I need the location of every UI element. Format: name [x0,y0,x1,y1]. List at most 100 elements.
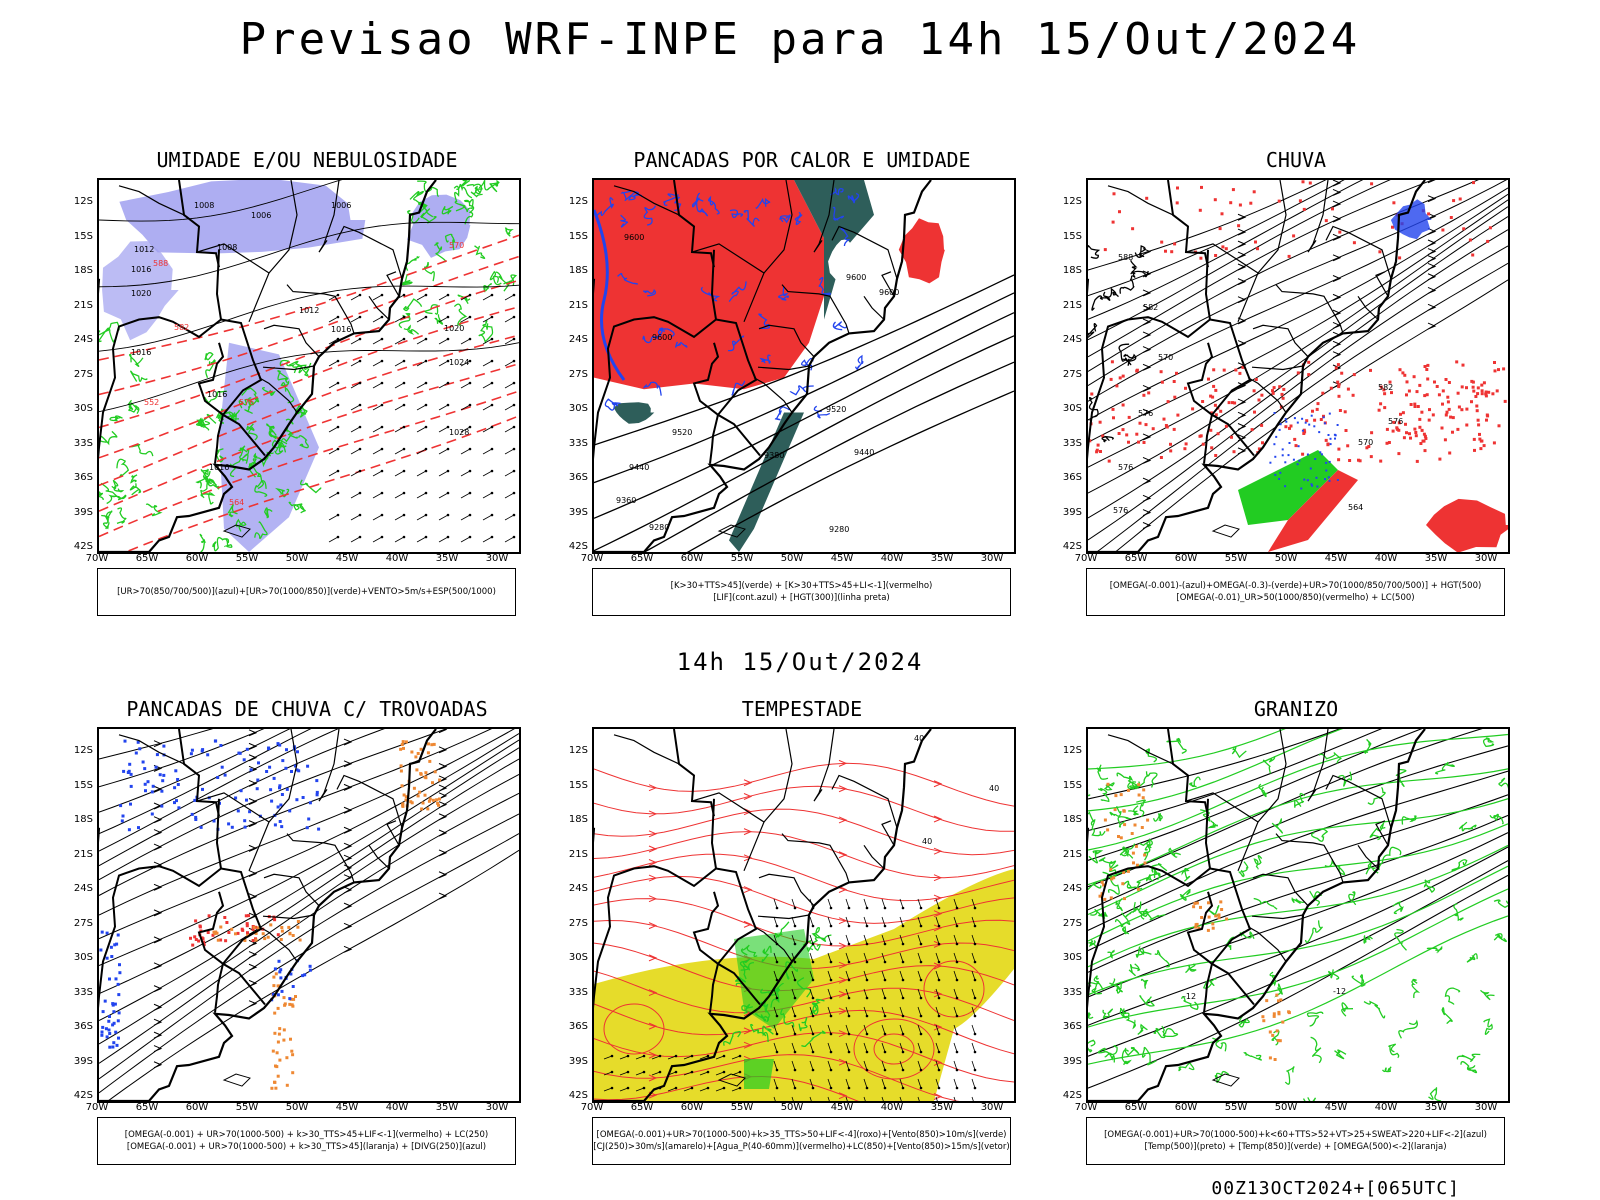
lat-label: 21S [1062,848,1082,860]
legend-line: [OMEGA(-0.01)_UR>50(1000/850)(vermelho) … [1176,593,1415,603]
contour-label: -12 [1333,987,1346,996]
lon-label: 30W [485,1102,509,1113]
lon-label: 50W [780,553,804,564]
contour-label: 1006 [251,211,271,220]
map-frame[interactable]: 9600 9600 9600 9600 9520 9520 9440 9440 9380 9360… [592,178,1016,554]
lat-label: 42S [568,1090,588,1101]
contour-label: 576 [1113,506,1128,515]
contour-label: 9520 [672,428,692,437]
weather-map: -12 -12 [1088,729,1508,1101]
lon-label: 40W [880,553,904,564]
lon-label: 35W [435,553,459,564]
lat-label: 27S [568,917,588,929]
lon-label: 60W [1174,1102,1198,1113]
lat-label: 24S [568,883,588,894]
lon-label: 30W [980,1102,1004,1113]
lon-label: 50W [285,1102,309,1113]
contour-label: 1020 [131,289,151,298]
lat-label: 27S [73,917,93,929]
map-frame[interactable]: 1008 1006 1006 1012 1008 1012 1016 1016 1020 1024… [97,178,521,554]
contour-label: 1028 [449,428,469,437]
main-title: Previsao WRF-INPE para 14h 15/Out/2024 [239,14,1361,65]
lon-label: 45W [1324,1102,1348,1113]
lon-label: 65W [135,1102,159,1113]
contour-label: 588 [153,259,168,268]
contour-label: 1016 [131,265,151,274]
contour-label: 1012 [299,306,319,315]
map-frame[interactable]: -12 -12 [1086,727,1510,1103]
contour-label: 588 [1118,253,1133,262]
map-frame[interactable]: 40 40 40 [592,727,1016,1103]
lat-label: 18S [73,814,93,825]
lat-label: 12S [568,196,588,207]
legend-line: [OMEGA(-0.001)-(azul)+OMEGA(-0.3)-(verde… [1109,581,1482,591]
lat-label: 39S [1062,1055,1082,1067]
map-frame[interactable]: 588 582 576 582 576 570 576 570 576 564 [1086,178,1510,554]
panel-title: GRANIZO [1253,697,1339,721]
lon-label: 55W [730,553,754,564]
contour-label: 1020 [444,324,464,333]
legend-line: [CJ(250)>30m/s](amarelo)+[Agua_P(40-60mm… [593,1142,1010,1152]
lat-label: 39S [73,506,93,518]
contour-label: 1016 [131,348,151,357]
lat-label: 36S [568,472,588,483]
lon-label: 45W [335,1102,359,1113]
weather-map: 40 40 40 [594,729,1014,1101]
lat-label: 15S [73,779,93,791]
contour-label: 1024 [449,358,469,367]
lat-label: 24S [1062,883,1082,894]
contour-label: 9360 [616,496,636,505]
lon-label: 45W [830,1102,854,1113]
lat-label: 36S [1062,1021,1082,1032]
lon-label: 60W [1174,553,1198,564]
contour-label: 582 [1143,303,1158,312]
contour-label: 1006 [331,201,351,210]
lat-label: 21S [73,299,93,311]
lat-label: 18S [1062,265,1082,276]
lon-label: 60W [185,1102,209,1113]
lat-label: 12S [73,745,93,756]
subtitle: 14h 15/Out/2024 [676,648,924,676]
legend-line: [UR>70(850/700/500)](azul)+[UR>70(1000/8… [117,587,496,597]
contour-label: 1008 [217,243,237,252]
contour-label: 582 [174,323,189,332]
contour-label: 552 [144,398,159,407]
lon-label: 35W [1424,553,1448,564]
lat-label: 33S [73,986,93,998]
lon-label: 45W [830,553,854,564]
lon-label: 70W [85,553,109,564]
lon-label: 50W [1274,1102,1298,1113]
lon-label: 65W [630,553,654,564]
lat-label: 39S [568,1055,588,1067]
weather-map [99,729,519,1101]
lon-label: 55W [235,553,259,564]
lat-label: 21S [73,848,93,860]
panel-title: PANCADAS POR CALOR E UMIDADE [633,148,971,172]
map-frame[interactable] [97,727,521,1103]
lat-label: 12S [1062,196,1082,207]
contour-label: 570 [449,241,464,250]
lat-label: 24S [73,334,93,345]
lat-label: 15S [1062,779,1082,791]
lon-label: 30W [1474,553,1498,564]
lat-label: 18S [73,265,93,276]
lat-label: 39S [1062,506,1082,518]
weather-map: 588 582 576 582 576 570 576 570 576 564 [1088,180,1508,552]
lat-label: 27S [1062,368,1082,380]
legend-box: [OMEGA(-0.001)-(azul)+OMEGA(-0.3)-(verde… [1086,568,1505,616]
lon-label: 55W [1224,553,1248,564]
legend-line: [K>30+TTS>45](verde) + [K>30+TTS>45+LI<-… [670,581,933,591]
lat-label: 39S [73,1055,93,1067]
footer-timestamp: 00Z13OCT2024+[065UTC] [1211,1178,1460,1199]
lat-label: 15S [1062,230,1082,242]
contour-label: 9280 [829,525,849,534]
lat-label: 21S [1062,299,1082,311]
contour-label: 9520 [826,405,846,414]
lat-label: 36S [73,472,93,483]
lon-label: 65W [135,553,159,564]
lat-label: 27S [73,368,93,380]
lat-label: 24S [1062,334,1082,345]
lat-label: 30S [73,403,93,414]
contour-label: 564 [229,498,244,507]
lon-label: 40W [385,1102,409,1113]
